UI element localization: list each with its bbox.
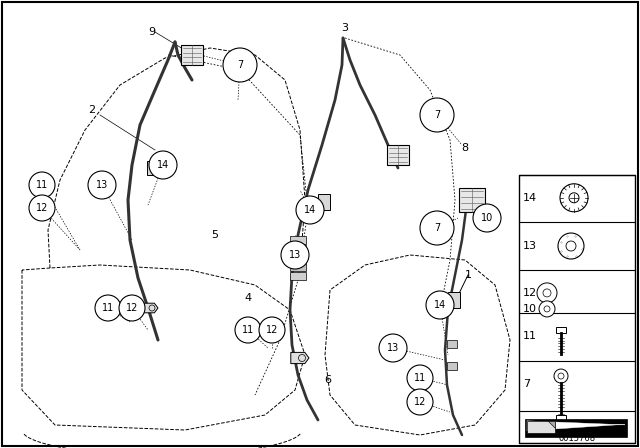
Text: 7: 7 bbox=[434, 110, 440, 120]
Text: 7: 7 bbox=[237, 60, 243, 70]
Bar bbox=[318, 194, 330, 210]
Bar bbox=[147, 161, 157, 175]
Circle shape bbox=[558, 373, 564, 379]
Circle shape bbox=[223, 48, 257, 82]
Bar bbox=[290, 245, 306, 253]
Circle shape bbox=[473, 204, 501, 232]
Circle shape bbox=[29, 172, 55, 198]
Circle shape bbox=[554, 369, 568, 383]
Bar bbox=[290, 263, 306, 271]
Text: 12: 12 bbox=[36, 203, 48, 213]
Text: 11: 11 bbox=[102, 303, 114, 313]
Text: 11: 11 bbox=[523, 331, 537, 341]
Circle shape bbox=[281, 241, 309, 269]
Text: 14: 14 bbox=[157, 160, 169, 170]
Circle shape bbox=[569, 193, 579, 203]
Circle shape bbox=[558, 233, 584, 259]
Bar bbox=[290, 254, 306, 262]
Polygon shape bbox=[527, 421, 625, 431]
Text: 11: 11 bbox=[242, 325, 254, 335]
Text: 4: 4 bbox=[244, 293, 252, 303]
Text: 13: 13 bbox=[523, 241, 537, 251]
Text: 14: 14 bbox=[523, 193, 537, 203]
Polygon shape bbox=[548, 421, 555, 428]
Circle shape bbox=[296, 196, 324, 224]
Circle shape bbox=[259, 317, 285, 343]
Circle shape bbox=[426, 291, 454, 319]
Text: 3: 3 bbox=[342, 23, 349, 33]
Bar bbox=[290, 272, 306, 280]
Bar bbox=[448, 292, 460, 308]
Bar bbox=[556, 415, 566, 420]
Polygon shape bbox=[143, 303, 158, 313]
Text: 6: 6 bbox=[324, 375, 332, 385]
Text: 14: 14 bbox=[434, 300, 446, 310]
Bar bbox=[447, 362, 457, 370]
Text: 12: 12 bbox=[523, 288, 537, 298]
Text: 13: 13 bbox=[289, 250, 301, 260]
Text: 9: 9 bbox=[148, 27, 156, 37]
Text: 7: 7 bbox=[434, 223, 440, 233]
Circle shape bbox=[420, 211, 454, 245]
Text: 12: 12 bbox=[126, 303, 138, 313]
Bar bbox=[387, 145, 409, 165]
Polygon shape bbox=[291, 353, 309, 364]
Circle shape bbox=[407, 365, 433, 391]
Bar bbox=[447, 340, 457, 348]
Text: 11: 11 bbox=[36, 180, 48, 190]
Text: 11: 11 bbox=[414, 373, 426, 383]
Circle shape bbox=[544, 306, 550, 312]
Circle shape bbox=[95, 295, 121, 321]
Text: 14: 14 bbox=[304, 205, 316, 215]
Text: 10: 10 bbox=[523, 304, 537, 314]
Bar bbox=[519, 175, 635, 443]
Text: 0015768: 0015768 bbox=[559, 434, 596, 443]
Circle shape bbox=[543, 289, 551, 297]
Bar bbox=[290, 236, 306, 244]
Text: 13: 13 bbox=[96, 180, 108, 190]
Circle shape bbox=[149, 151, 177, 179]
Circle shape bbox=[29, 195, 55, 221]
Circle shape bbox=[407, 389, 433, 415]
Text: 7: 7 bbox=[523, 379, 530, 389]
Text: 12: 12 bbox=[266, 325, 278, 335]
Polygon shape bbox=[527, 421, 555, 433]
Circle shape bbox=[379, 334, 407, 362]
Circle shape bbox=[88, 171, 116, 199]
Circle shape bbox=[235, 317, 261, 343]
Text: 13: 13 bbox=[387, 343, 399, 353]
Circle shape bbox=[420, 98, 454, 132]
Text: 1: 1 bbox=[465, 270, 472, 280]
Bar bbox=[556, 327, 566, 333]
Text: 8: 8 bbox=[461, 143, 468, 153]
Circle shape bbox=[566, 241, 576, 251]
Text: 12: 12 bbox=[414, 397, 426, 407]
Polygon shape bbox=[525, 419, 627, 437]
Circle shape bbox=[119, 295, 145, 321]
Circle shape bbox=[539, 301, 555, 317]
Text: 2: 2 bbox=[88, 105, 95, 115]
Text: 10: 10 bbox=[481, 213, 493, 223]
Bar bbox=[459, 188, 485, 212]
Circle shape bbox=[560, 184, 588, 212]
Circle shape bbox=[537, 283, 557, 303]
Bar bbox=[181, 45, 203, 65]
Text: 5: 5 bbox=[211, 230, 218, 240]
